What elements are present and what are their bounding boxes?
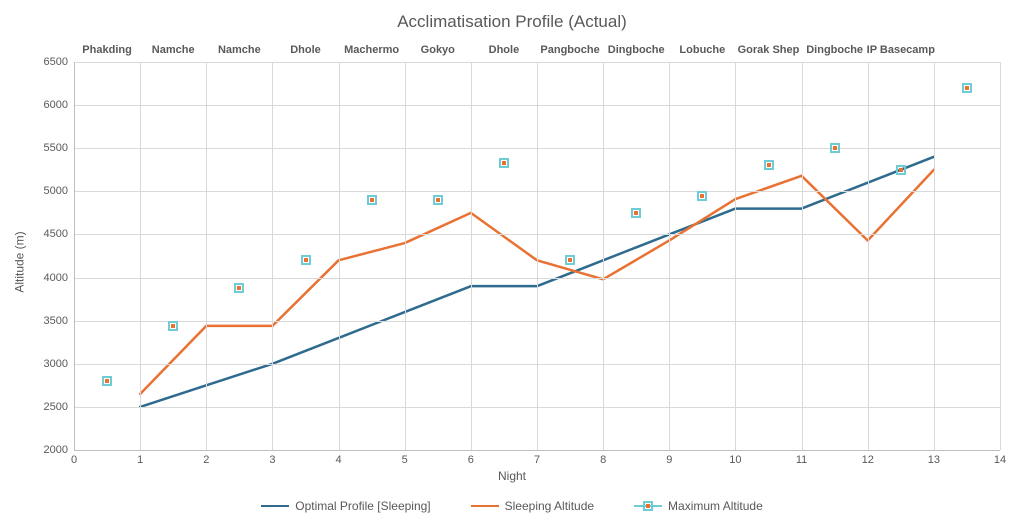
y-tick-label: 2500 <box>44 401 74 413</box>
y-tick-label: 4000 <box>44 272 74 284</box>
series-marker-maximum <box>234 283 244 293</box>
legend-swatch-optimal <box>261 505 289 507</box>
series-marker-maximum <box>301 255 311 265</box>
x-tick-label: 3 <box>269 450 275 466</box>
legend-swatch-maximum <box>634 501 662 511</box>
series-marker-maximum <box>367 195 377 205</box>
location-label: Machermo <box>344 44 399 56</box>
legend: Optimal Profile [Sleeping] Sleeping Alti… <box>0 499 1024 513</box>
legend-item-sleeping: Sleeping Altitude <box>471 499 594 513</box>
x-tick-label: 5 <box>402 450 408 466</box>
y-tick-label: 6500 <box>44 56 74 68</box>
series-marker-maximum <box>102 376 112 386</box>
legend-label-maximum: Maximum Altitude <box>668 499 763 513</box>
location-label: Lobuche <box>679 44 725 56</box>
location-label: Namche <box>218 44 261 56</box>
series-marker-maximum <box>499 158 509 168</box>
gridline-x <box>471 62 472 450</box>
location-label: Dhole <box>290 44 321 56</box>
series-marker-maximum <box>764 160 774 170</box>
x-tick-label: 14 <box>994 450 1006 466</box>
y-axis-title: Altitude (m) <box>10 0 30 523</box>
location-label: Gokyo <box>421 44 455 56</box>
y-tick-label: 5500 <box>44 142 74 154</box>
legend-label-sleeping: Sleeping Altitude <box>505 499 594 513</box>
x-tick-label: 9 <box>666 450 672 466</box>
y-tick-label: 5000 <box>44 185 74 197</box>
legend-swatch-sleeping <box>471 505 499 507</box>
x-tick-label: 6 <box>468 450 474 466</box>
location-label: Namche <box>152 44 195 56</box>
location-label: Dingboche <box>806 44 863 56</box>
series-marker-maximum <box>697 191 707 201</box>
x-tick-label: 0 <box>71 450 77 466</box>
gridline-x <box>537 62 538 450</box>
y-tick-label: 3500 <box>44 315 74 327</box>
location-label: Dhole <box>489 44 520 56</box>
series-marker-maximum <box>896 165 906 175</box>
gridline-x <box>140 62 141 450</box>
legend-item-maximum: Maximum Altitude <box>634 499 763 513</box>
chart-title: Acclimatisation Profile (Actual) <box>0 12 1024 32</box>
series-marker-maximum <box>631 208 641 218</box>
x-tick-label: 4 <box>336 450 342 466</box>
location-label: Dingboche <box>608 44 665 56</box>
gridline-x <box>868 62 869 450</box>
x-tick-label: 8 <box>600 450 606 466</box>
x-tick-label: 1 <box>137 450 143 466</box>
gridline-x <box>206 62 207 450</box>
x-axis-title: Night <box>0 469 1024 483</box>
series-marker-maximum <box>565 255 575 265</box>
gridline-x <box>272 62 273 450</box>
location-label: IP Basecamp <box>867 44 935 56</box>
gridline-x <box>339 62 340 450</box>
gridline-x <box>802 62 803 450</box>
acclimatisation-chart: Acclimatisation Profile (Actual) Altitud… <box>0 0 1024 523</box>
gridline-x <box>603 62 604 450</box>
plot-area: 2000250030003500400045005000550060006500… <box>74 62 1000 450</box>
series-marker-maximum <box>962 83 972 93</box>
x-tick-label: 12 <box>862 450 874 466</box>
gridline-x <box>405 62 406 450</box>
gridline-x <box>735 62 736 450</box>
series-marker-maximum <box>830 143 840 153</box>
series-marker-maximum <box>168 321 178 331</box>
x-tick-label: 2 <box>203 450 209 466</box>
y-tick-label: 3000 <box>44 358 74 370</box>
series-marker-maximum <box>433 195 443 205</box>
legend-label-optimal: Optimal Profile [Sleeping] <box>295 499 430 513</box>
y-tick-label: 4500 <box>44 228 74 240</box>
y-tick-label: 6000 <box>44 99 74 111</box>
gridline-x <box>669 62 670 450</box>
location-label: Gorak Shep <box>738 44 800 56</box>
legend-item-optimal: Optimal Profile [Sleeping] <box>261 499 430 513</box>
gridline-x <box>1000 62 1001 450</box>
gridline-x <box>934 62 935 450</box>
y-tick-label: 2000 <box>44 444 74 456</box>
location-label: Pangboche <box>540 44 599 56</box>
location-label: Phakding <box>82 44 132 56</box>
x-tick-label: 13 <box>928 450 940 466</box>
x-tick-label: 11 <box>796 450 807 466</box>
x-tick-label: 7 <box>534 450 540 466</box>
gridline-x <box>74 62 75 450</box>
x-tick-label: 10 <box>729 450 741 466</box>
